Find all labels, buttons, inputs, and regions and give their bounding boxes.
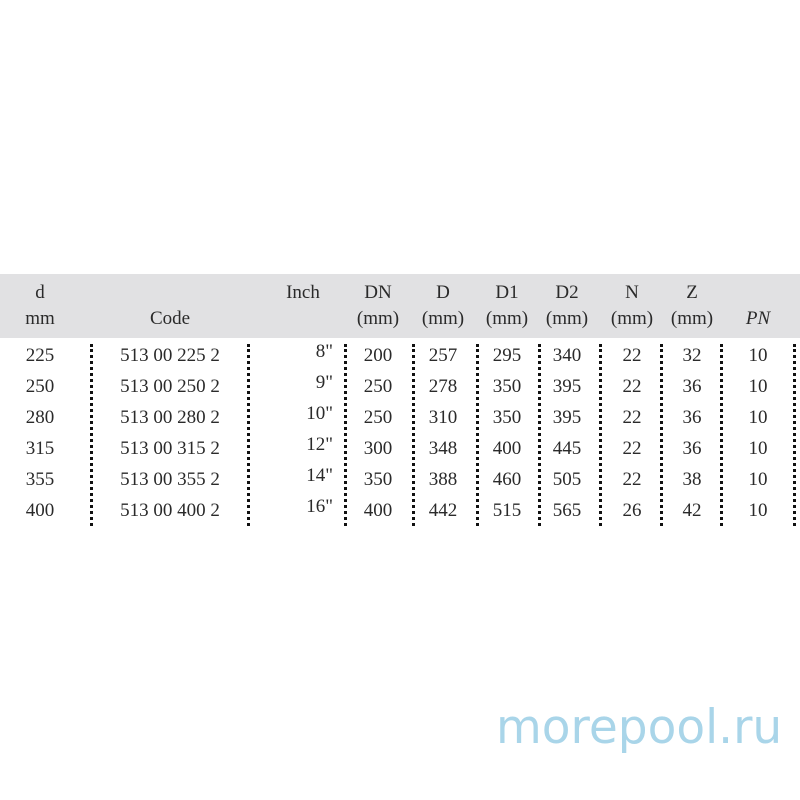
header-bottom: PN xyxy=(745,308,771,329)
table-cell: 42 xyxy=(682,500,702,521)
header-bottom: Code xyxy=(149,308,191,329)
table-cell: 10" xyxy=(306,403,333,424)
header-bottom: (mm) xyxy=(545,308,589,329)
table-cell: 565 xyxy=(552,500,582,521)
table-cell: 250 xyxy=(363,407,393,428)
header-bottom: (mm) xyxy=(356,308,400,329)
table-cell: 36 xyxy=(682,407,702,428)
table-cell: 400 xyxy=(25,500,55,521)
dotted-column-separator xyxy=(476,344,479,526)
table-cell: 280 xyxy=(25,407,55,428)
table-cell: 515 xyxy=(492,500,522,521)
table-cell: 250 xyxy=(25,376,55,397)
table-cell: 400 xyxy=(363,500,393,521)
table-cell: 14" xyxy=(306,465,333,486)
watermark-logo: morepool.ru xyxy=(496,700,783,755)
header-top: Inch xyxy=(286,282,320,303)
table-cell: 505 xyxy=(552,469,582,490)
dotted-column-separator xyxy=(412,344,415,526)
header-top: DN xyxy=(364,282,392,303)
table-cell: 22 xyxy=(622,345,642,366)
dotted-column-separator xyxy=(793,344,796,526)
table-cell: 395 xyxy=(552,407,582,428)
table-cell: 225 xyxy=(25,345,55,366)
table-cell: 355 xyxy=(25,469,55,490)
header-bottom: (mm) xyxy=(421,308,465,329)
table-cell: 8" xyxy=(315,341,333,362)
table-cell: 22 xyxy=(622,407,642,428)
table-cell: 10 xyxy=(748,345,768,366)
dotted-column-separator xyxy=(90,344,93,526)
table-cell: 513 00 225 2 xyxy=(120,345,220,366)
table-cell: 200 xyxy=(363,345,393,366)
table-cell: 26 xyxy=(622,500,642,521)
table-cell: 350 xyxy=(492,407,522,428)
table-header xyxy=(0,274,800,338)
table-cell: 442 xyxy=(428,500,458,521)
table-cell: 513 00 355 2 xyxy=(120,469,220,490)
dotted-column-separator xyxy=(720,344,723,526)
table-cell: 32 xyxy=(682,345,702,366)
dotted-column-separator xyxy=(660,344,663,526)
table-cell: 513 00 400 2 xyxy=(120,500,220,521)
header-bottom: mm xyxy=(25,308,55,329)
table-cell: 278 xyxy=(428,376,458,397)
table-cell: 10 xyxy=(748,438,768,459)
table-cell: 388 xyxy=(428,469,458,490)
table-cell: 300 xyxy=(363,438,393,459)
dotted-column-separator xyxy=(344,344,347,526)
header-top: N xyxy=(625,282,639,303)
table-cell: 257 xyxy=(428,345,458,366)
table-cell: 350 xyxy=(363,469,393,490)
dotted-column-separator xyxy=(599,344,602,526)
header-bottom: (mm) xyxy=(485,308,529,329)
table-cell: 310 xyxy=(428,407,458,428)
table-cell: 400 xyxy=(492,438,522,459)
table-cell: 16" xyxy=(306,496,333,517)
dotted-column-separator xyxy=(247,344,250,526)
table-cell: 22 xyxy=(622,438,642,459)
table-cell: 9" xyxy=(315,372,333,393)
table-cell: 340 xyxy=(552,345,582,366)
table-cell: 10 xyxy=(748,407,768,428)
table-cell: 395 xyxy=(552,376,582,397)
table-cell: 460 xyxy=(492,469,522,490)
table-cell: 38 xyxy=(682,469,702,490)
table-cell: 295 xyxy=(492,345,522,366)
header-bottom: (mm) xyxy=(670,308,714,329)
table-cell: 10 xyxy=(748,376,768,397)
table-cell: 513 00 280 2 xyxy=(120,407,220,428)
table-cell: 513 00 315 2 xyxy=(120,438,220,459)
table-cell: 22 xyxy=(622,376,642,397)
table-cell: 350 xyxy=(492,376,522,397)
header-top: D xyxy=(436,282,450,303)
table-cell: 10 xyxy=(748,500,768,521)
table-cell: 36 xyxy=(682,438,702,459)
table-cell: 22 xyxy=(622,469,642,490)
header-top: D2 xyxy=(555,282,579,303)
table-cell: 12" xyxy=(306,434,333,455)
table-cell: 10 xyxy=(748,469,768,490)
table-cell: 315 xyxy=(25,438,55,459)
table-cell: 250 xyxy=(363,376,393,397)
header-top: D1 xyxy=(495,282,519,303)
dotted-column-separator xyxy=(538,344,541,526)
table-cell: 36 xyxy=(682,376,702,397)
header-top: Z xyxy=(686,282,698,303)
header-bottom: (mm) xyxy=(610,308,654,329)
header-top: d xyxy=(35,282,45,303)
table-cell: 513 00 250 2 xyxy=(120,376,220,397)
table-cell: 348 xyxy=(428,438,458,459)
table-cell: 445 xyxy=(552,438,582,459)
